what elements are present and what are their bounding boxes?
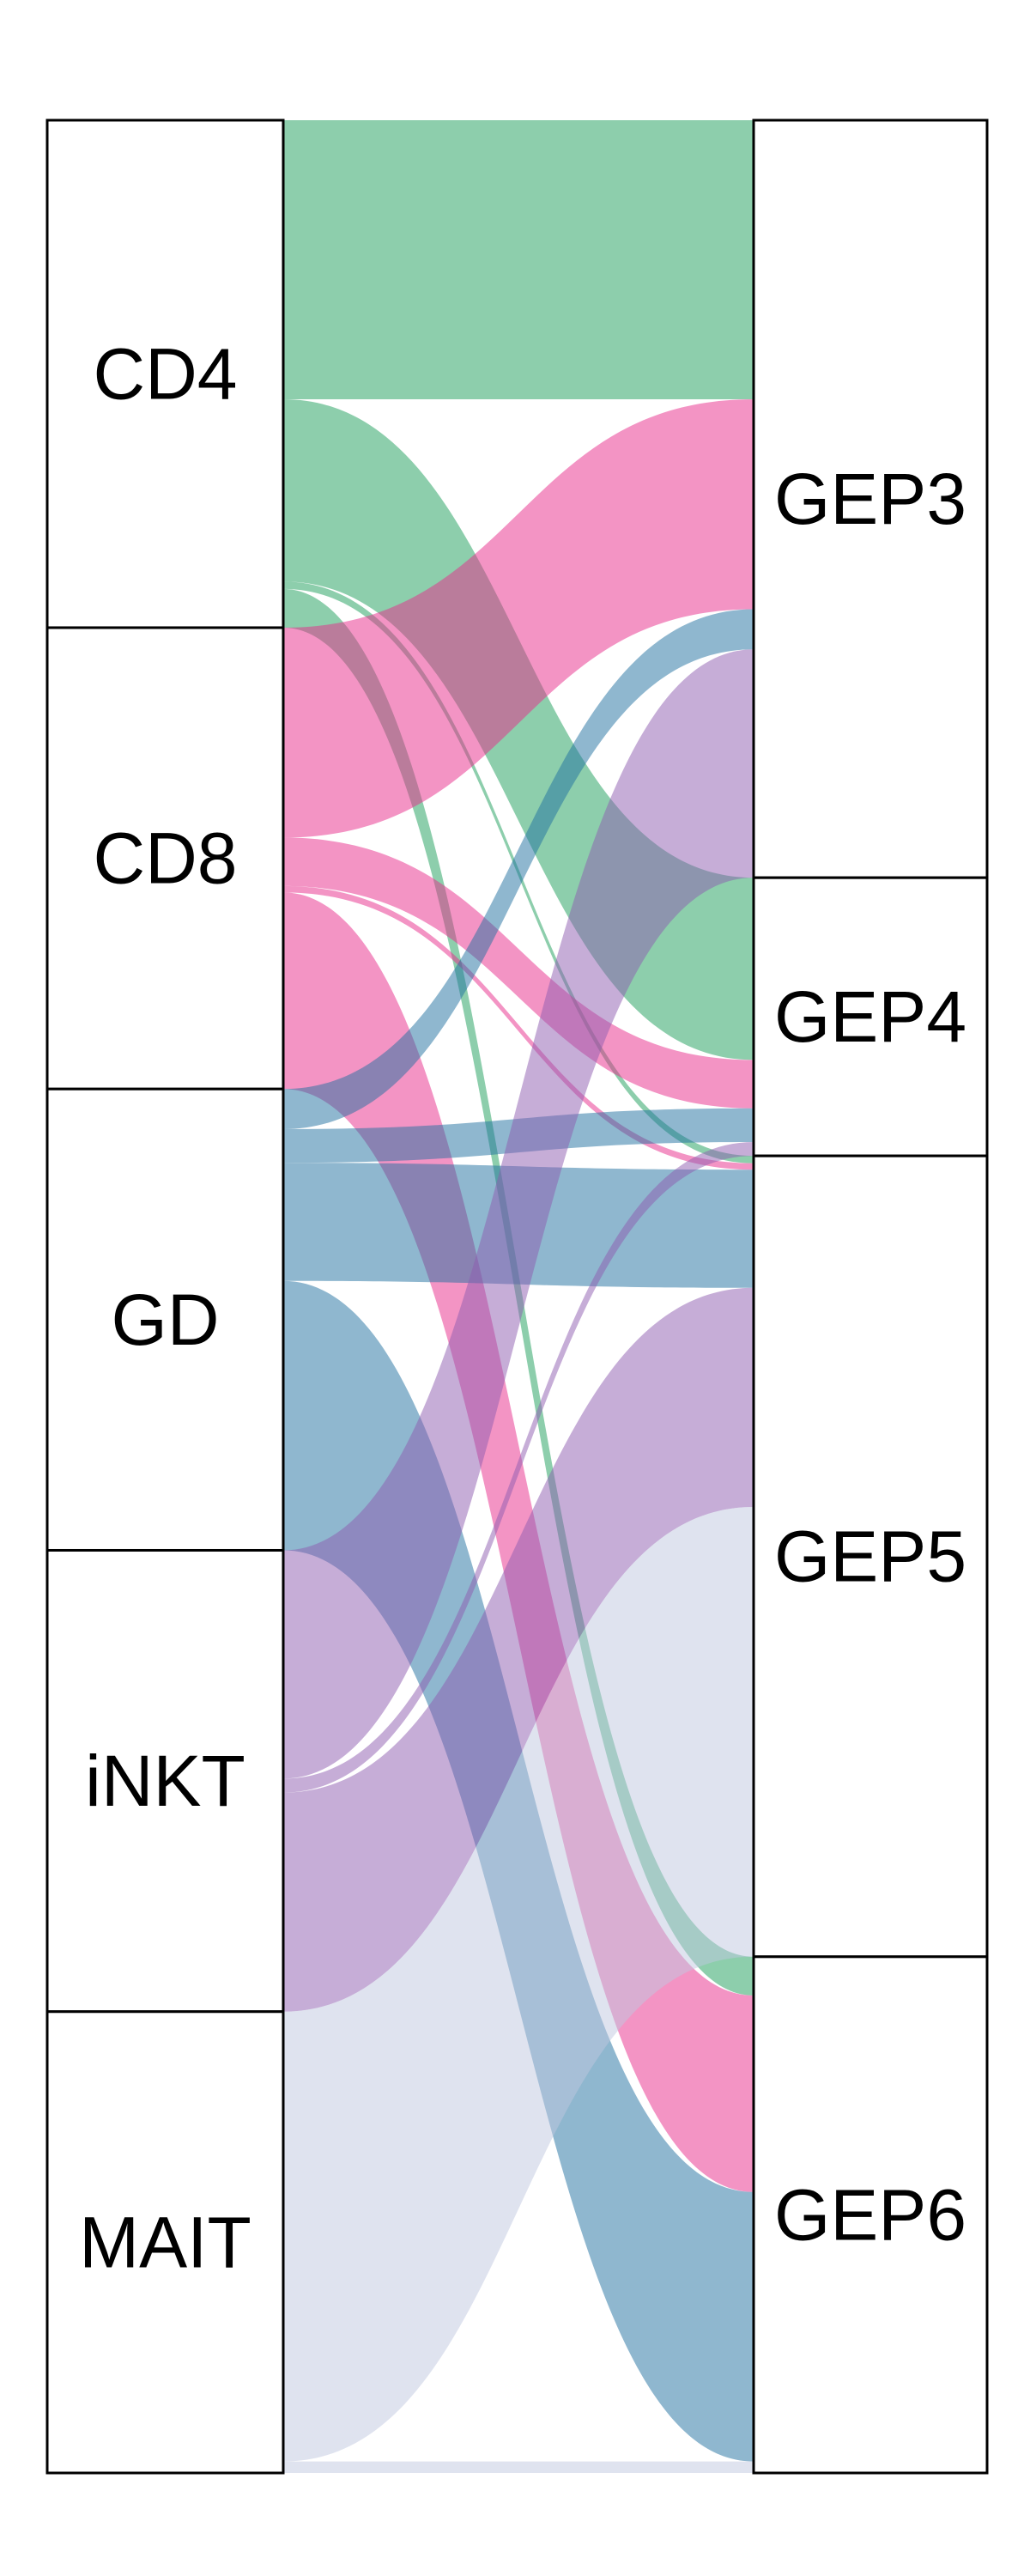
right-node-label-gep6: GEP6: [774, 2174, 966, 2255]
left-node-cd4: [45, 118, 285, 629]
right-node-gep5: [752, 1154, 989, 1959]
left-node-label-cd8: CD8: [93, 818, 237, 899]
left-node-label-cd4: CD4: [93, 333, 237, 414]
right-node-gep4: [752, 876, 989, 1157]
flow-gd-gep3: [283, 609, 754, 1129]
left-node-mait: [45, 2010, 285, 2475]
right-node-label-gep4: GEP4: [774, 976, 966, 1057]
right-node-gep6: [752, 1955, 989, 2475]
left-node-label-gd: GD: [112, 1279, 220, 1360]
flow-inkt-gep4: [283, 1142, 754, 1793]
flow-cd8-gep5: [283, 885, 754, 1170]
flow-mait-gep6: [283, 2461, 754, 2473]
flow-mait-gep5: [283, 1506, 754, 2462]
flows-layer: [283, 120, 754, 2473]
right-node-gep3: [752, 118, 989, 879]
left-node-label-inkt: iNKT: [85, 1741, 245, 1821]
nodes-layer: CD4 CD8 GD iNKT MAIT GEP3 GEP4 GEP5 GEP6: [45, 118, 989, 2475]
flow-cd8-gep3: [283, 399, 754, 838]
right-node-label-gep3: GEP3: [774, 459, 966, 539]
left-node-cd8: [45, 626, 285, 1091]
left-node-label-mait: MAIT: [79, 2202, 251, 2282]
right-node-label-gep5: GEP5: [774, 1516, 966, 1596]
flow-cd8-gep4: [283, 837, 754, 1109]
flow-inkt-gep3: [283, 649, 754, 1779]
flow-inkt-gep5: [283, 1287, 754, 2012]
flow-cd4-gep3: [283, 120, 754, 400]
